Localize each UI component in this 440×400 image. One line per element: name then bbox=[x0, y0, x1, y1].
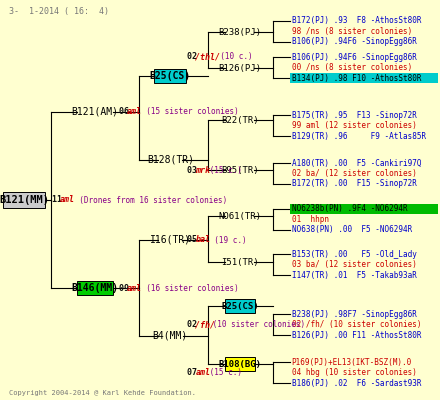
Text: B238(PJ): B238(PJ) bbox=[219, 28, 262, 36]
Text: B106(PJ) .94F6 -SinopEgg86R: B106(PJ) .94F6 -SinopEgg86R bbox=[292, 37, 417, 46]
Text: B146(MM): B146(MM) bbox=[72, 283, 118, 293]
FancyBboxPatch shape bbox=[225, 357, 255, 371]
Text: B134(PJ) .98 F10 -AthosSt80R: B134(PJ) .98 F10 -AthosSt80R bbox=[292, 74, 421, 82]
Text: 09: 09 bbox=[119, 284, 134, 293]
Text: 11: 11 bbox=[52, 196, 67, 204]
Text: 00 /ns (8 sister colonies): 00 /ns (8 sister colonies) bbox=[292, 63, 412, 72]
FancyBboxPatch shape bbox=[3, 192, 45, 208]
Text: B108(BG): B108(BG) bbox=[219, 360, 262, 368]
Text: B172(TR) .00  F15 -Sinop72R: B172(TR) .00 F15 -Sinop72R bbox=[292, 180, 417, 188]
Text: I16(TR): I16(TR) bbox=[150, 235, 191, 245]
Text: /thl/: /thl/ bbox=[195, 52, 220, 61]
FancyBboxPatch shape bbox=[77, 281, 113, 295]
Text: B238(PJ) .98F7 -SinopEgg86R: B238(PJ) .98F7 -SinopEgg86R bbox=[292, 310, 417, 319]
Text: 04 hbg (10 sister colonies): 04 hbg (10 sister colonies) bbox=[292, 368, 417, 377]
Text: 3-  1-2014 ( 16:  4): 3- 1-2014 ( 16: 4) bbox=[9, 7, 109, 16]
Text: NO6238b(PN) .9F4 -NO6294R: NO6238b(PN) .9F4 -NO6294R bbox=[292, 204, 407, 213]
Text: (15 sister colonies): (15 sister colonies) bbox=[136, 107, 238, 116]
Text: 05: 05 bbox=[187, 236, 202, 244]
Text: A180(TR) .00  F5 -Cankiri97Q: A180(TR) .00 F5 -Cankiri97Q bbox=[292, 159, 421, 168]
Text: P169(PJ)+EL13(IKT-BSZ(M).0: P169(PJ)+EL13(IKT-BSZ(M).0 bbox=[292, 358, 412, 367]
FancyBboxPatch shape bbox=[290, 73, 438, 83]
Text: (19 c.): (19 c.) bbox=[205, 236, 246, 244]
Text: bal: bal bbox=[195, 236, 210, 244]
Text: 03 ba/ (12 sister colonies): 03 ba/ (12 sister colonies) bbox=[292, 260, 417, 269]
Text: 02 ba/ (12 sister colonies): 02 ba/ (12 sister colonies) bbox=[292, 169, 417, 178]
Text: 02: 02 bbox=[187, 52, 202, 61]
Text: aml: aml bbox=[60, 196, 75, 204]
Text: 99 aml (12 sister colonies): 99 aml (12 sister colonies) bbox=[292, 121, 417, 130]
Text: B128(TR): B128(TR) bbox=[147, 155, 194, 165]
Text: (Drones from 16 sister colonies): (Drones from 16 sister colonies) bbox=[70, 196, 227, 204]
Text: B22(TR): B22(TR) bbox=[221, 116, 259, 124]
Text: I147(TR) .01  F5 -Takab93aR: I147(TR) .01 F5 -Takab93aR bbox=[292, 271, 417, 280]
Text: Copyright 2004-2014 @ Karl Kehde Foundation.: Copyright 2004-2014 @ Karl Kehde Foundat… bbox=[9, 390, 196, 396]
Text: B186(PJ) .02  F6 -Sardast93R: B186(PJ) .02 F6 -Sardast93R bbox=[292, 379, 421, 388]
Text: (15 c.): (15 c.) bbox=[205, 368, 242, 377]
Text: (10 c.): (10 c.) bbox=[211, 52, 252, 61]
Text: aml: aml bbox=[127, 284, 142, 293]
FancyBboxPatch shape bbox=[154, 69, 186, 83]
Text: 06: 06 bbox=[119, 107, 134, 116]
Text: B106(PJ) .94F6 -SinopEgg86R: B106(PJ) .94F6 -SinopEgg86R bbox=[292, 53, 417, 62]
Text: (15 c.): (15 c.) bbox=[205, 166, 242, 174]
Text: 01  hhpn: 01 hhpn bbox=[292, 215, 329, 224]
Text: B95(TR): B95(TR) bbox=[221, 166, 259, 174]
Text: B172(PJ) .93  F8 -AthosSt80R: B172(PJ) .93 F8 -AthosSt80R bbox=[292, 16, 421, 25]
Text: 98 /ns (8 sister colonies): 98 /ns (8 sister colonies) bbox=[292, 27, 412, 36]
Text: B25(CS): B25(CS) bbox=[150, 71, 191, 81]
Text: 02 /fh/ (10 sister colonies): 02 /fh/ (10 sister colonies) bbox=[292, 320, 421, 329]
Text: NO61(TR): NO61(TR) bbox=[219, 212, 262, 220]
Text: B126(PJ) .00 F11 -AthosSt80R: B126(PJ) .00 F11 -AthosSt80R bbox=[292, 331, 421, 340]
Text: 07: 07 bbox=[187, 368, 202, 377]
Text: B175(TR) .95  F13 -Sinop72R: B175(TR) .95 F13 -Sinop72R bbox=[292, 111, 417, 120]
Text: 02: 02 bbox=[187, 320, 202, 329]
Text: NO638(PN) .00  F5 -NO6294R: NO638(PN) .00 F5 -NO6294R bbox=[292, 225, 412, 234]
Text: aml: aml bbox=[127, 107, 142, 116]
Text: B153(TR) .00   F5 -Old_Lady: B153(TR) .00 F5 -Old_Lady bbox=[292, 250, 417, 259]
FancyBboxPatch shape bbox=[225, 299, 255, 313]
Text: B121(AM): B121(AM) bbox=[72, 107, 118, 117]
Text: (10 sister colonies): (10 sister colonies) bbox=[208, 320, 305, 329]
Text: B126(PJ): B126(PJ) bbox=[219, 64, 262, 72]
Text: B129(TR) .96     F9 -Atlas85R: B129(TR) .96 F9 -Atlas85R bbox=[292, 132, 426, 140]
Text: B25(CS): B25(CS) bbox=[221, 302, 259, 310]
Text: 03: 03 bbox=[187, 166, 202, 174]
FancyBboxPatch shape bbox=[290, 204, 438, 214]
Text: B4(MM): B4(MM) bbox=[153, 331, 188, 341]
Text: mrk: mrk bbox=[195, 166, 210, 174]
Text: B121(MM): B121(MM) bbox=[0, 195, 49, 205]
Text: I51(TR): I51(TR) bbox=[221, 258, 259, 266]
Text: aml: aml bbox=[195, 368, 210, 377]
Text: /fh/: /fh/ bbox=[195, 320, 215, 329]
Text: (16 sister colonies): (16 sister colonies) bbox=[136, 284, 238, 293]
